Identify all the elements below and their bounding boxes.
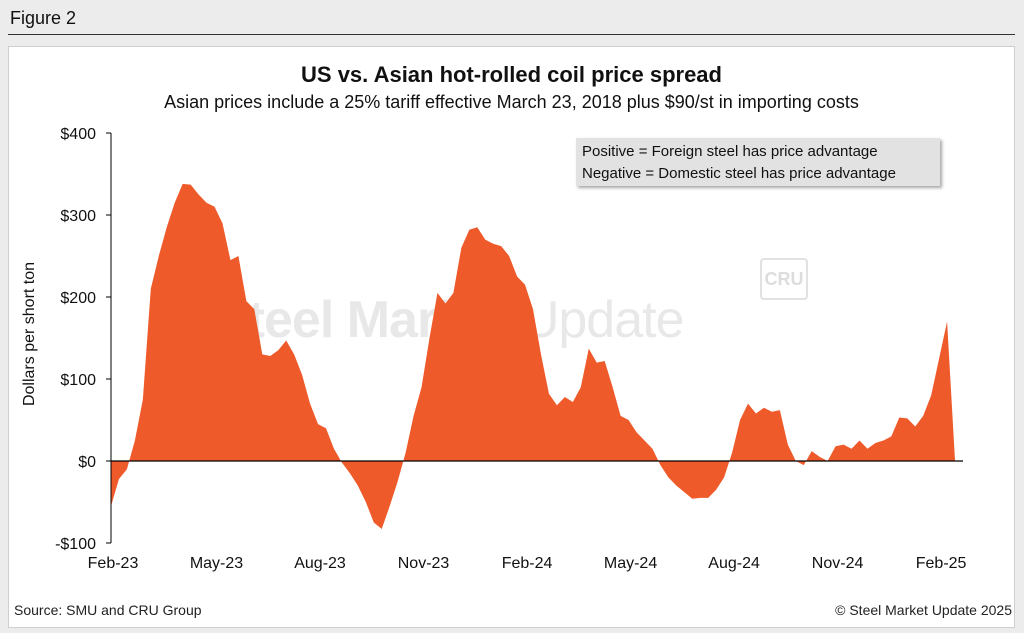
x-tick-label: Aug-24 — [708, 555, 760, 572]
y-tick-label: $300 — [60, 208, 96, 225]
x-tick-label: Nov-24 — [812, 555, 864, 572]
y-tick-label: $0 — [78, 454, 96, 471]
y-tick-label: $200 — [60, 290, 96, 307]
y-axis-label: Dollars per short ton — [21, 262, 38, 406]
x-tick-label: Feb-24 — [502, 555, 553, 572]
x-axis-ticks: Feb-23 May-23 Aug-23 Nov-23 Feb-24 May-24 Aug-… — [88, 555, 967, 572]
watermark-logo: CRU — [760, 258, 808, 300]
price-spread-area — [111, 183, 956, 530]
y-tick-label: $400 — [60, 126, 96, 143]
legend-box: Positive = Foreign steel has price advan… — [576, 138, 940, 186]
y-tick-label: -$100 — [55, 536, 96, 553]
x-tick-label: May-24 — [604, 555, 657, 572]
x-tick-label: May-23 — [190, 555, 243, 572]
x-tick-label: Aug-23 — [294, 555, 346, 572]
chart-subtitle: Asian prices include a 25% tariff effect… — [164, 92, 859, 112]
legend-positive: Positive = Foreign steel has price advan… — [582, 143, 878, 160]
x-tick-label: Feb-25 — [916, 555, 967, 572]
y-tick-label: $100 — [60, 372, 96, 389]
figure-label: Figure 2 — [10, 8, 77, 28]
watermark-brand-light: Update — [508, 291, 685, 349]
chart-title: US vs. Asian hot-rolled coil price sprea… — [301, 62, 722, 87]
source-note: Source: SMU and CRU Group — [14, 602, 202, 618]
x-tick-label: Feb-23 — [88, 555, 139, 572]
legend-negative: Negative = Domestic steel has price adva… — [582, 165, 896, 182]
copyright-note: © Steel Market Update 2025 — [835, 602, 1012, 618]
x-tick-label: Nov-23 — [398, 555, 450, 572]
y-axis-ticks: -$100 $0 $100 $200 $300 $400 — [55, 126, 111, 553]
figure-divider — [8, 34, 1015, 35]
